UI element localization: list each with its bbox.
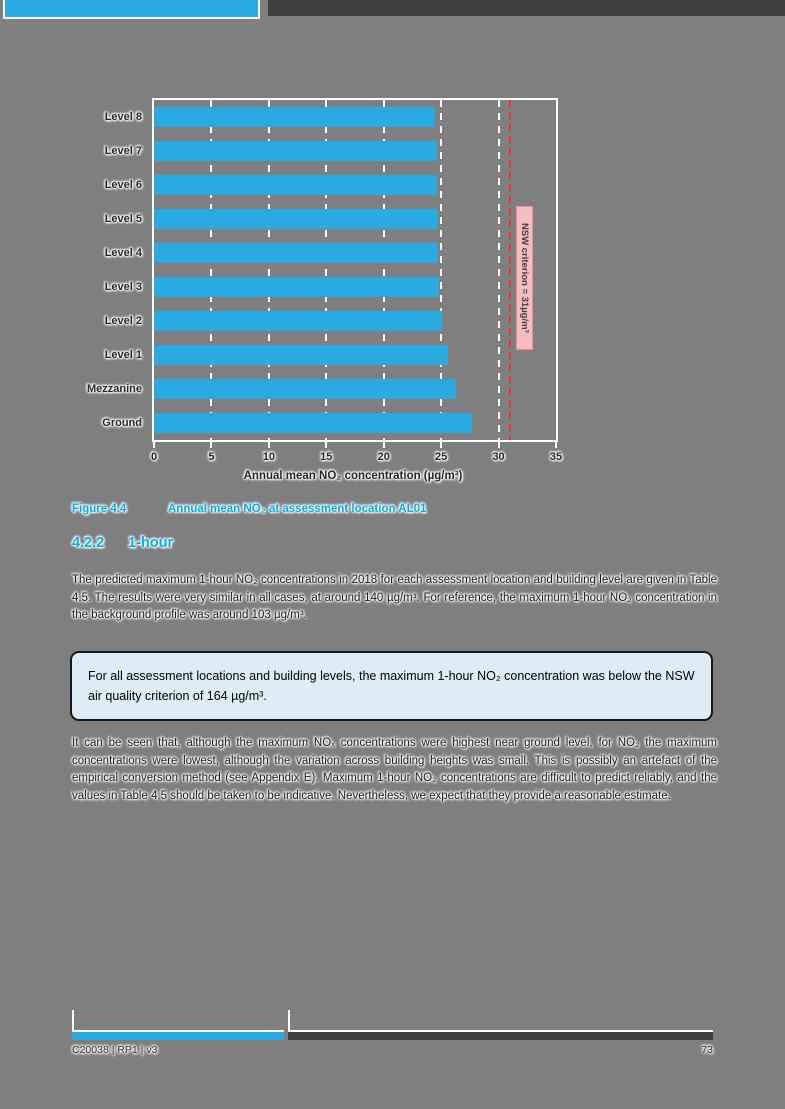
nsw-criterion-label: NSW criterion = 31µg/m³ bbox=[516, 206, 534, 350]
gridline bbox=[267, 100, 270, 440]
x-axis: 0 5 10 15 20 25 30 35 bbox=[150, 442, 562, 472]
key-finding-callout-box: For all assessment locations and buildin… bbox=[70, 651, 713, 721]
x-axis-title: Annual mean NO₂ concentration (µg/m³) bbox=[243, 470, 463, 482]
paragraph-1hour-results: The predicted maximum 1-hour NO₂ concent… bbox=[72, 574, 717, 622]
section-number: 4.2.2 bbox=[72, 535, 105, 551]
section-heading: 4.2.2 1-hour bbox=[72, 535, 173, 551]
gridline bbox=[497, 100, 500, 440]
gridline bbox=[440, 100, 443, 440]
figure-caption: Figure 4.4 Annual mean NO₂ at assessment… bbox=[72, 503, 426, 515]
y-axis-label: Level 3 bbox=[104, 281, 142, 293]
tick-mark bbox=[440, 442, 443, 448]
bar-level-2 bbox=[154, 310, 443, 331]
footer-accent-bar bbox=[72, 1030, 284, 1040]
tick-label: 25 bbox=[435, 451, 448, 463]
callout-text: For all assessment locations and buildin… bbox=[88, 669, 695, 703]
y-axis-label: Mezzanine bbox=[86, 383, 142, 395]
tick-mark bbox=[497, 442, 500, 448]
tick-label: 10 bbox=[262, 451, 275, 463]
bar-level-8 bbox=[154, 107, 436, 127]
tick-mark bbox=[267, 442, 270, 448]
tick-label: 35 bbox=[549, 451, 563, 463]
y-axis-label: Level 8 bbox=[104, 111, 142, 123]
tick-label: 0 bbox=[150, 451, 158, 463]
bar-level-5 bbox=[154, 209, 438, 229]
gridline bbox=[325, 100, 328, 440]
footer-page-number: 73 bbox=[701, 1044, 713, 1056]
tick-mark bbox=[210, 442, 213, 448]
bar-level-6 bbox=[154, 175, 437, 195]
bar-level-3 bbox=[154, 277, 439, 297]
tick-mark bbox=[382, 442, 385, 448]
bar-ground bbox=[154, 413, 473, 433]
footer-rule-left-tick bbox=[72, 1010, 74, 1032]
header-dark-bar bbox=[268, 0, 785, 16]
bar-mezzanine bbox=[154, 379, 457, 399]
gridline bbox=[210, 100, 213, 440]
y-axis-label: Level 7 bbox=[104, 145, 142, 157]
tick-label: 20 bbox=[377, 451, 390, 463]
y-axis-label: Level 6 bbox=[104, 179, 142, 191]
y-axis-label: Ground bbox=[102, 417, 142, 429]
bar-level-4 bbox=[154, 243, 438, 263]
tick-label: 30 bbox=[492, 451, 505, 463]
header-accent-bar bbox=[3, 0, 260, 19]
tick-mark bbox=[325, 442, 328, 448]
y-axis-label: Level 5 bbox=[104, 213, 142, 225]
annual-mean-no2-chart: Level 8 Level 7 Level 6 Level 5 Level 4 Level… bbox=[0, 90, 785, 502]
figure-title: Annual mean NO₂ at assessment location A… bbox=[168, 503, 427, 515]
bar-level-7 bbox=[154, 141, 437, 161]
y-axis-label: Level 1 bbox=[104, 349, 142, 361]
nsw-criterion-line bbox=[509, 100, 512, 440]
y-axis-label: Level 2 bbox=[104, 315, 142, 327]
paragraph-discussion: It can be seen that, although the maximu… bbox=[72, 737, 717, 802]
section-title: 1-hour bbox=[128, 535, 174, 551]
footer-dark-bar bbox=[288, 1030, 713, 1040]
footer-document-code: C20038 | RP1 | v3 bbox=[72, 1044, 158, 1056]
footer-rule-right-tick bbox=[288, 1010, 290, 1032]
plot-area: Level 8 Level 7 Level 6 Level 5 Level 4 Level… bbox=[87, 98, 558, 442]
bar-level-1 bbox=[154, 345, 449, 365]
figure-label: Figure 4.4 bbox=[72, 503, 127, 515]
y-axis-label: Level 4 bbox=[104, 247, 142, 259]
tick-label: 5 bbox=[208, 451, 215, 463]
tick-mark bbox=[153, 442, 155, 448]
tick-label: 15 bbox=[320, 451, 333, 463]
tick-mark bbox=[555, 442, 557, 448]
gridline bbox=[382, 100, 385, 440]
